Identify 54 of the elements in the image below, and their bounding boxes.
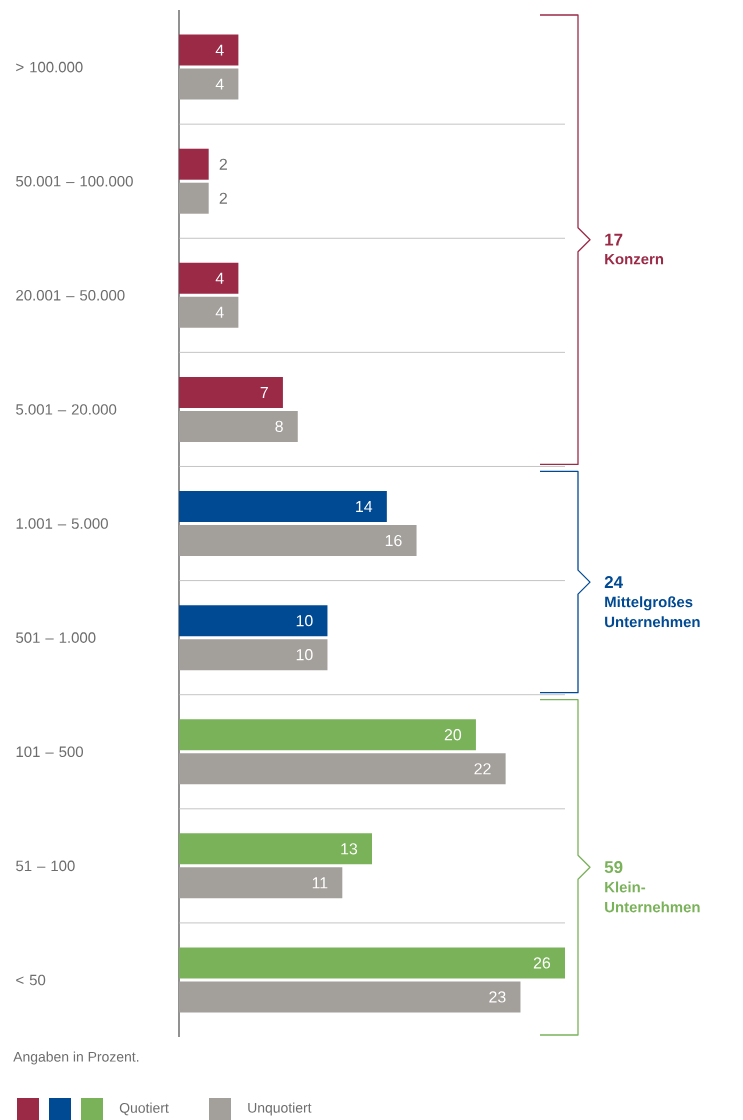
bar [179,296,239,328]
data-label: 10 [296,649,313,661]
y-tick-label: > 100.000 [16,61,83,73]
legend-label: Unquotiert [248,1102,312,1116]
data-label: 4 [215,272,224,284]
data-label: 8 [275,420,283,433]
bar [179,34,239,66]
bar [179,376,283,408]
data-label: 20 [444,729,462,741]
text: Klein-Unternehmen [605,881,700,913]
bar [179,525,417,557]
data-label: 16 [385,534,402,547]
y-tick-label: 501 – 1.000 [16,632,96,643]
bar [179,947,565,979]
bar [179,262,239,294]
data-label: 23 [489,991,506,1003]
y-tick-label: 20.001 – 50.000 [16,290,125,301]
data-label: 4 [215,44,224,56]
text: Mittelgroßes Unternehmen [605,596,700,628]
bar [179,639,328,671]
y-tick-label: < 50 [16,974,46,986]
y-tick-label: 5.001 – 20.000 [16,404,117,415]
y-tick-label: 101 – 500 [16,746,83,758]
data-label: 26 [533,957,551,969]
y-tick-label: 1.001 – 5.000 [16,518,108,529]
bar [179,981,521,1013]
bar [179,833,372,865]
bar [179,410,298,442]
y-tick-label: 50.001 – 100.000 [16,175,133,187]
text: 24 [604,576,623,588]
data-label: 14 [356,501,373,513]
bar [179,867,343,899]
text: Konzern [605,253,664,265]
bar [179,68,239,100]
bar [179,148,209,180]
data-label: 7 [260,386,268,398]
data-label: 10 [296,615,313,627]
text: Angaben in Prozent. [13,1051,139,1065]
bar [179,719,476,751]
text: 17 [605,233,623,246]
legend-label: Quotiert [119,1102,169,1116]
data-label: 2 [219,192,227,204]
bar [179,753,506,785]
bar [179,491,387,523]
data-label: 2 [219,158,227,170]
text: 59 [604,861,623,874]
data-label: 4 [215,78,224,90]
bar [179,182,209,214]
data-label: 4 [215,306,224,318]
data-label: 11 [312,877,328,889]
bar [179,605,328,637]
y-tick-label: 51 – 100 [16,860,75,872]
data-label: 22 [474,763,491,775]
data-label: 13 [341,843,358,855]
